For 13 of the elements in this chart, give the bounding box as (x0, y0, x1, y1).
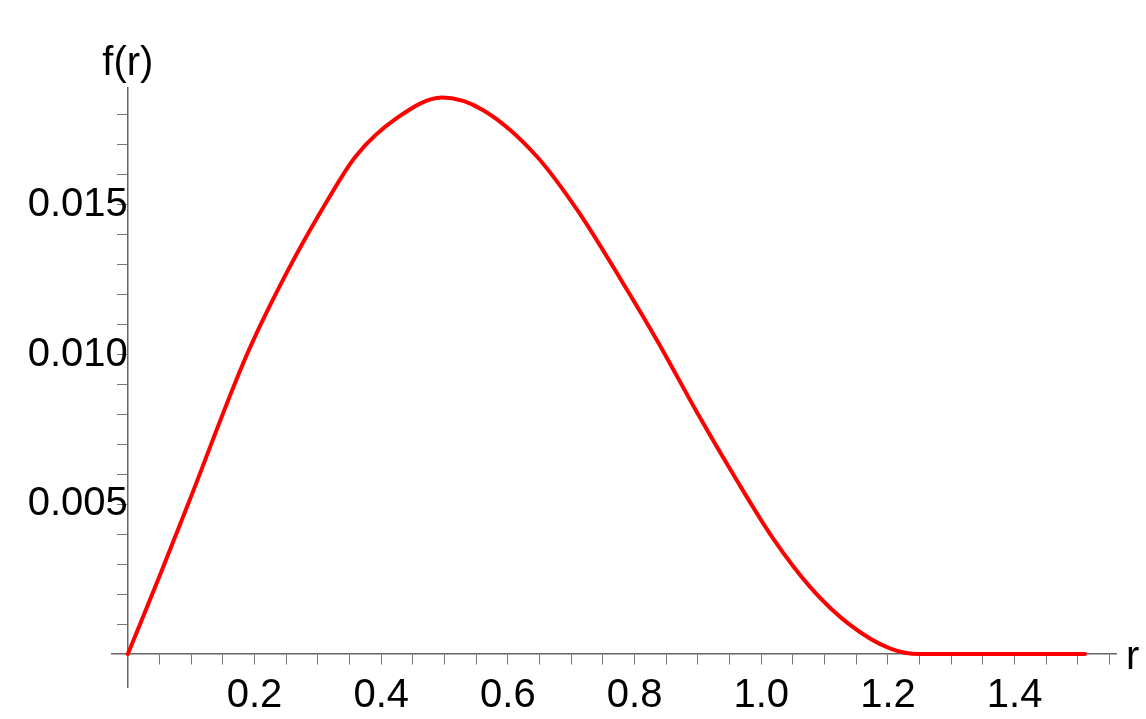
line-series (125, 95, 1087, 657)
x-tick-label: 1.4 (986, 671, 1043, 716)
y-tick-label: 0.015 (27, 179, 128, 224)
x-tick-label: 1.0 (733, 671, 790, 716)
y-axis-title: f(r) (102, 39, 154, 84)
x-tick-label: 0.6 (480, 671, 536, 716)
x-tick-label: 0.8 (606, 671, 663, 716)
x-tick-label: 0.2 (226, 671, 283, 716)
x-tick-label: 1.2 (860, 671, 916, 716)
x-axis-title: r (1126, 633, 1140, 678)
y-tick-label: 0.010 (27, 329, 128, 374)
y-tick-label: 0.005 (27, 479, 128, 524)
x-tick-label: 0.4 (353, 671, 410, 716)
